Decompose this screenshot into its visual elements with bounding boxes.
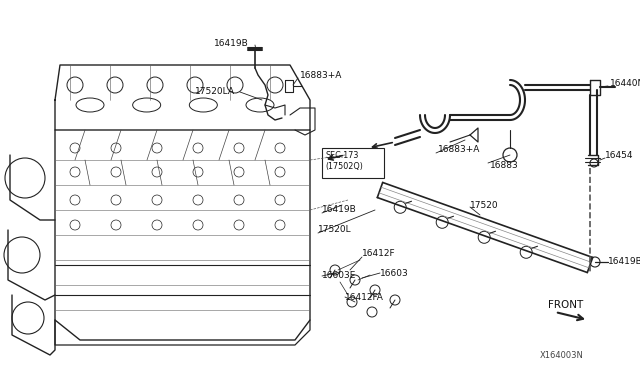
Text: 16412F: 16412F (362, 250, 396, 259)
Text: 16603: 16603 (380, 269, 409, 278)
Bar (322, 148, 384, 178)
Text: 16883+A: 16883+A (300, 71, 342, 80)
Text: 17520L: 17520L (318, 225, 351, 234)
Text: 16419B: 16419B (214, 38, 249, 48)
Text: 17520: 17520 (470, 201, 499, 209)
Text: 16883+A: 16883+A (438, 145, 481, 154)
Text: X164003N: X164003N (540, 350, 584, 359)
Text: SEC.173: SEC.173 (325, 151, 358, 160)
Text: 16883: 16883 (490, 160, 519, 170)
Text: FRONT: FRONT (548, 300, 583, 310)
Text: 16412FA: 16412FA (345, 292, 384, 301)
Text: (17502Q): (17502Q) (325, 161, 363, 170)
Text: 17520LA: 17520LA (195, 87, 235, 96)
Text: 16440N: 16440N (610, 78, 640, 87)
Text: 16419BB: 16419BB (608, 257, 640, 266)
Text: 16603E: 16603E (322, 272, 356, 280)
Text: 16419B: 16419B (322, 205, 356, 215)
Text: 16454: 16454 (605, 151, 634, 160)
